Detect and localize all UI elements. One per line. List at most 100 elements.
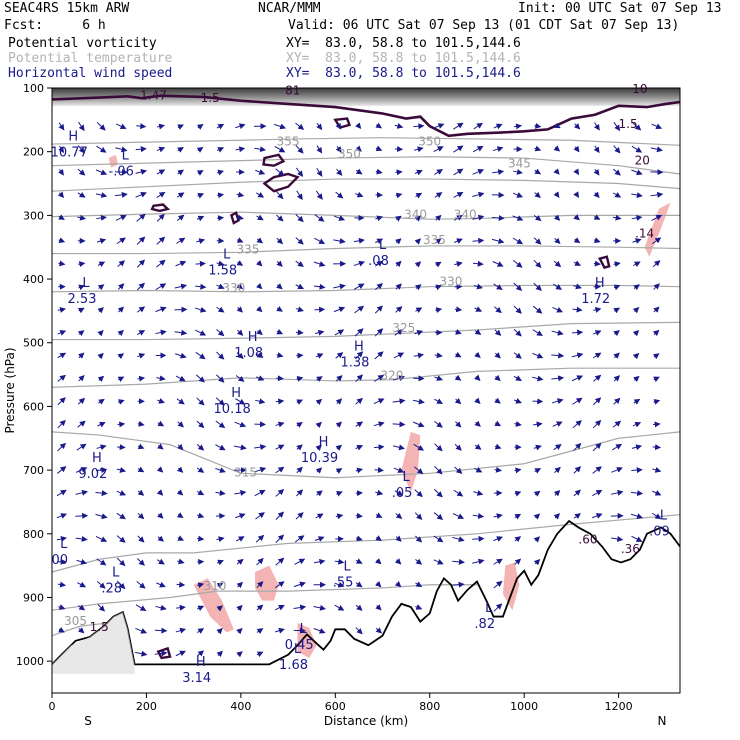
wind-vector — [434, 261, 442, 268]
wind-vector — [355, 397, 363, 405]
wind-vector — [197, 192, 205, 199]
wind-vector — [472, 535, 485, 542]
wind-vector — [137, 489, 145, 496]
wind-vector — [572, 306, 583, 313]
wind-vector — [136, 282, 146, 291]
wind-vector — [395, 238, 402, 245]
wind-vector — [355, 145, 362, 152]
wind-vector — [553, 260, 562, 268]
wind-vector — [613, 375, 621, 382]
wind-vector — [117, 399, 125, 405]
isentrope-label: 310 — [203, 579, 226, 593]
wind-vector — [553, 513, 561, 520]
wind-vector — [593, 237, 601, 244]
wind-vector — [452, 558, 465, 565]
wind-vector — [313, 261, 326, 267]
wind-vector — [435, 214, 442, 222]
wind-vector — [553, 489, 561, 497]
wind-vector — [157, 512, 164, 519]
extremum-value: 1.08 — [234, 346, 263, 361]
wind-vector — [433, 146, 444, 152]
wind-vector — [194, 306, 207, 313]
wind-vector — [613, 168, 621, 176]
wind-vector — [532, 305, 543, 314]
wind-vector — [96, 444, 107, 451]
wind-vector — [473, 490, 484, 496]
wind-vector — [653, 399, 661, 405]
wind-vector — [394, 123, 404, 129]
extremum-value: 1.38 — [340, 356, 369, 371]
wind-vector — [613, 284, 621, 291]
wind-vector — [156, 581, 166, 588]
wind-vector — [612, 191, 622, 198]
extremum-value: 10.39 — [301, 451, 338, 466]
wind-vector — [452, 513, 465, 519]
wind-vector — [374, 467, 384, 474]
pv-contour-label: .36 — [621, 542, 640, 556]
wind-vector — [652, 490, 662, 496]
wind-vector — [434, 420, 443, 428]
wind-vector — [196, 397, 205, 406]
wind-vector — [275, 466, 285, 474]
wind-vector — [454, 261, 463, 267]
wind-vector — [473, 283, 483, 290]
extremum-marker: H — [595, 276, 605, 291]
wind-vector — [176, 214, 185, 221]
wind-vector — [514, 558, 522, 565]
wind-vector — [314, 214, 325, 222]
wind-vector — [512, 215, 524, 221]
wind-vector — [236, 306, 244, 313]
y-tick-label: 300 — [23, 209, 44, 222]
wind-vector — [335, 122, 342, 130]
wind-vector — [313, 604, 327, 611]
x-tick-label: 400 — [230, 700, 251, 713]
wind-vector — [613, 307, 621, 314]
wind-vector — [593, 145, 600, 154]
wind-vector — [333, 283, 346, 290]
wind-vector — [276, 237, 284, 245]
wind-vector — [355, 581, 363, 588]
wind-vector — [234, 421, 247, 428]
wind-vector — [553, 283, 563, 290]
wind-vector — [333, 215, 346, 221]
wind-vector — [97, 398, 105, 405]
wind-vector — [295, 122, 305, 130]
wind-vector — [592, 466, 602, 474]
wind-vector — [533, 559, 541, 566]
wind-vector — [217, 215, 225, 222]
wind-vector — [216, 306, 225, 313]
wind-vector — [295, 283, 305, 290]
wind-vector — [97, 261, 106, 268]
wind-vector — [316, 122, 323, 131]
wind-vector — [116, 490, 127, 496]
wind-vector — [611, 467, 623, 473]
header-init: Init: 00 UTC Sat 07 Sep 13 — [518, 1, 722, 16]
wind-vector — [313, 283, 326, 290]
wind-vector — [373, 421, 385, 428]
isentrope-label: 315 — [234, 465, 257, 479]
isentrope — [51, 156, 681, 175]
wind-vector — [95, 490, 108, 497]
y-tick-label: 200 — [23, 146, 44, 159]
wind-vector — [534, 191, 541, 199]
wind-vector — [236, 260, 244, 266]
wind-vector — [632, 352, 640, 360]
wind-vector — [592, 397, 602, 406]
wind-vector — [157, 123, 166, 130]
wind-vector — [316, 376, 323, 382]
wind-vector — [95, 535, 108, 542]
wind-vector — [196, 443, 205, 451]
wind-vector — [373, 398, 385, 405]
wind-vector — [295, 512, 304, 520]
wind-vector — [115, 123, 127, 130]
wind-vector — [196, 124, 204, 130]
wind-vector — [514, 536, 522, 543]
x-tick-label: 200 — [136, 700, 157, 713]
wind-vector — [56, 466, 67, 474]
wind-vector — [117, 421, 126, 428]
plot-frame — [51, 87, 681, 694]
y-tick-label: 500 — [23, 337, 44, 350]
wind-vector — [176, 581, 186, 588]
wind-vector — [296, 466, 303, 474]
wind-vector — [513, 352, 522, 359]
